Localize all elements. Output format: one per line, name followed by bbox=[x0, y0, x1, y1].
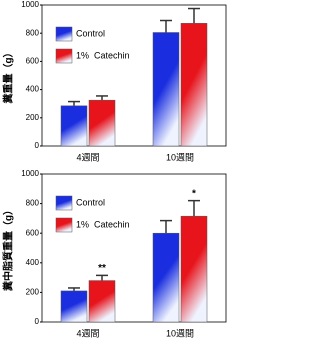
plot-frame bbox=[41, 173, 227, 323]
y-tick-label: 1000 bbox=[21, 169, 39, 178]
y-axis-label: 糞重量（g） bbox=[2, 47, 15, 104]
x-tick-label: 4週間 bbox=[76, 152, 99, 162]
x-tick-label: 10週間 bbox=[166, 152, 194, 162]
bar bbox=[60, 105, 88, 147]
legend-swatch bbox=[55, 48, 73, 64]
y-tick-label: 800 bbox=[26, 199, 40, 208]
legend-swatch bbox=[55, 26, 73, 42]
bar bbox=[152, 32, 180, 147]
legend-swatch bbox=[55, 195, 73, 211]
y-tick-label: 600 bbox=[26, 228, 40, 237]
y-tick-label: 400 bbox=[26, 258, 40, 267]
y-tick-label: 0 bbox=[35, 317, 40, 326]
bar bbox=[60, 290, 88, 323]
y-axis-label: 糞中脂質重量（g） bbox=[2, 205, 15, 292]
legend-label: Control bbox=[76, 28, 105, 38]
x-tick-label: 4週間 bbox=[76, 328, 99, 338]
y-tick-label: 800 bbox=[26, 28, 40, 37]
y-tick-label: 600 bbox=[26, 57, 40, 66]
bar bbox=[180, 215, 208, 323]
y-tick-label: 1000 bbox=[21, 0, 39, 9]
legend-label: 1% Catechin bbox=[76, 219, 130, 229]
significance-label: ** bbox=[98, 263, 106, 274]
bar bbox=[88, 99, 116, 147]
legend-swatch bbox=[55, 217, 73, 233]
y-tick-label: 0 bbox=[35, 141, 40, 150]
y-tick-label: 200 bbox=[26, 113, 40, 122]
y-tick-label: 200 bbox=[26, 288, 40, 297]
significance-label: * bbox=[192, 188, 196, 199]
bar bbox=[88, 280, 116, 323]
figure: 糞重量（g） 0 200 400 600 800 1000 4週間 10週間 Control 1% … bbox=[2, 0, 227, 338]
bar bbox=[180, 23, 208, 147]
legend-label: 1% Catechin bbox=[76, 50, 130, 60]
legend-label: Control bbox=[76, 197, 105, 207]
x-tick-label: 10週間 bbox=[166, 328, 194, 338]
bar bbox=[152, 232, 180, 323]
y-tick-label: 400 bbox=[26, 85, 40, 94]
plot-frame bbox=[41, 4, 227, 147]
